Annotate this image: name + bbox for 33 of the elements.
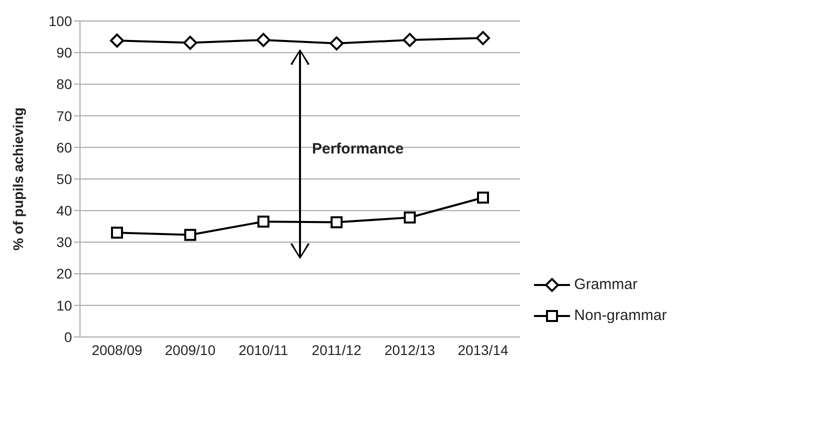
y-tick-label: 100: [48, 12, 72, 29]
y-tick-label: 80: [56, 76, 72, 92]
annotation: Performance: [312, 140, 404, 158]
point: [404, 212, 416, 224]
x-tick-label: 2008/09: [92, 342, 143, 358]
point: [477, 192, 489, 204]
point: [257, 216, 270, 228]
legend-label: Non-grammar: [574, 307, 667, 324]
point: [402, 32, 417, 47]
y-tick-label: 0: [64, 328, 72, 345]
y-tick-label: 50: [56, 170, 72, 187]
legend-label: Grammar: [574, 276, 638, 293]
point: [330, 36, 344, 50]
point: [330, 216, 343, 228]
x-tick-label: 2010/11: [238, 342, 288, 358]
point: [256, 32, 270, 47]
point: [476, 31, 490, 46]
point: [184, 228, 196, 241]
y-tick-label: 70: [56, 108, 72, 124]
x-tick-label: 2011/12: [312, 342, 362, 358]
y-tick-label: 20: [56, 266, 72, 282]
x-tick-label: 2013/14: [458, 342, 509, 358]
x-tick-label: 2009/10: [164, 342, 216, 358]
x-tick-label: 2012/13: [384, 342, 436, 358]
point: [183, 36, 198, 50]
point: [111, 226, 123, 239]
y-tick-label: 60: [56, 139, 72, 156]
y-tick-label: 10: [56, 297, 72, 314]
y-tick-label: 30: [56, 234, 72, 250]
y-tick-label: 90: [56, 44, 72, 61]
y-tick-label: 40: [56, 202, 72, 219]
y-axis-title: % of pupils achieving: [10, 107, 26, 251]
point: [110, 34, 124, 48]
